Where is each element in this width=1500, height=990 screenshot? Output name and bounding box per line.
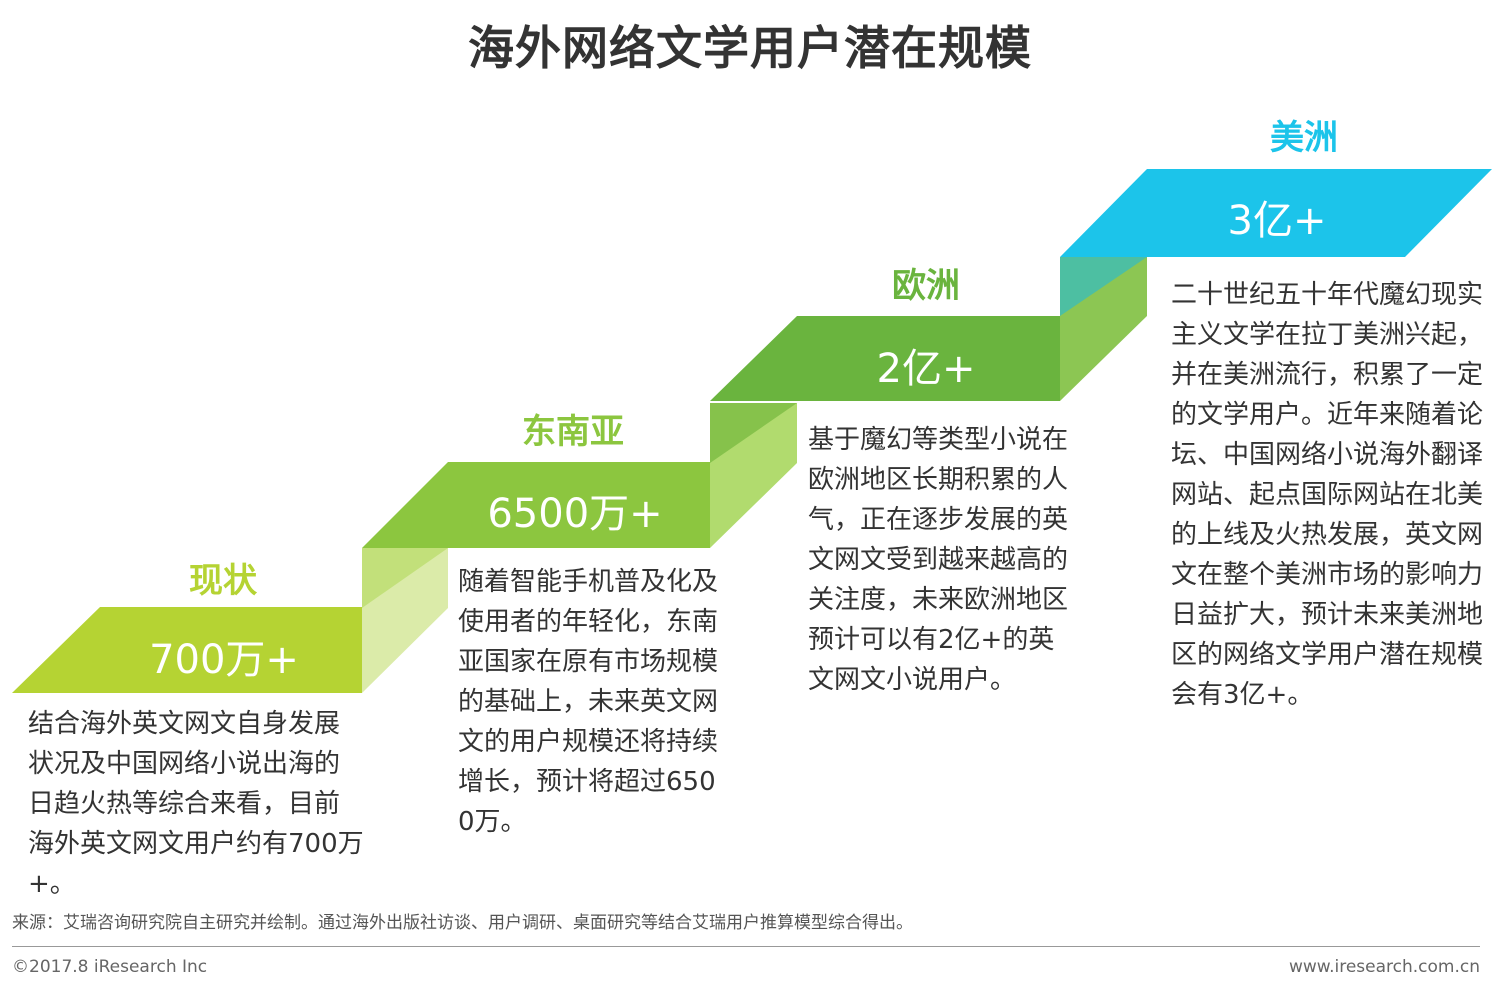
value-americas: 3亿+: [1227, 198, 1327, 244]
description-americas: 二十世纪五十年代魔幻现实主义文学在拉丁美洲兴起，并在美洲流行，积累了一定的文学用…: [1171, 280, 1484, 710]
value-europe: 2亿+: [876, 346, 976, 392]
step-band-americas: [1060, 169, 1492, 257]
page-title: 海外网络文学用户潜在规模: [468, 21, 1032, 75]
value-southeast-asia: 6500万+: [487, 491, 663, 537]
footer-divider: [12, 946, 1480, 947]
description-europe: 基于魔幻等类型小说在欧洲地区长期积累的人气，正在逐步发展的英文网文受到越来越高的…: [808, 425, 1069, 695]
step-band-southeast-asia: [362, 462, 710, 548]
description-current: 结合海外英文网文自身发展状况及中国网络小说出海的日趋火热等综合来看，目前海外英文…: [28, 709, 364, 899]
step-band-current: [12, 607, 362, 693]
riser-step1-step2-side: [362, 548, 448, 608]
value-current: 700万+: [149, 637, 299, 683]
riser-step3-step4-side: [1060, 257, 1147, 316]
region-label-southeast-asia: 东南亚: [522, 412, 624, 452]
copyright: ©2017.8 iResearch Inc: [12, 957, 208, 977]
staircase-diagram: [12, 169, 1492, 693]
description-southeast-asia: 随着智能手机普及化及使用者的年轻化，东南亚国家在原有市场规模的基础上，未来英文网…: [458, 567, 719, 837]
website-link[interactable]: www.iresearch.com.cn: [1288, 957, 1480, 977]
region-label-europe: 欧洲: [892, 266, 960, 306]
source-note: 来源：艾瑞咨询研究院自主研究并绘制。通过海外出版社访谈、用户调研、桌面研究等结合…: [12, 913, 913, 933]
step-band-europe: [710, 316, 1060, 401]
riser-step2-step3-side: [710, 403, 797, 463]
region-label-americas: 美洲: [1270, 118, 1338, 158]
region-label-current: 现状: [189, 561, 257, 601]
